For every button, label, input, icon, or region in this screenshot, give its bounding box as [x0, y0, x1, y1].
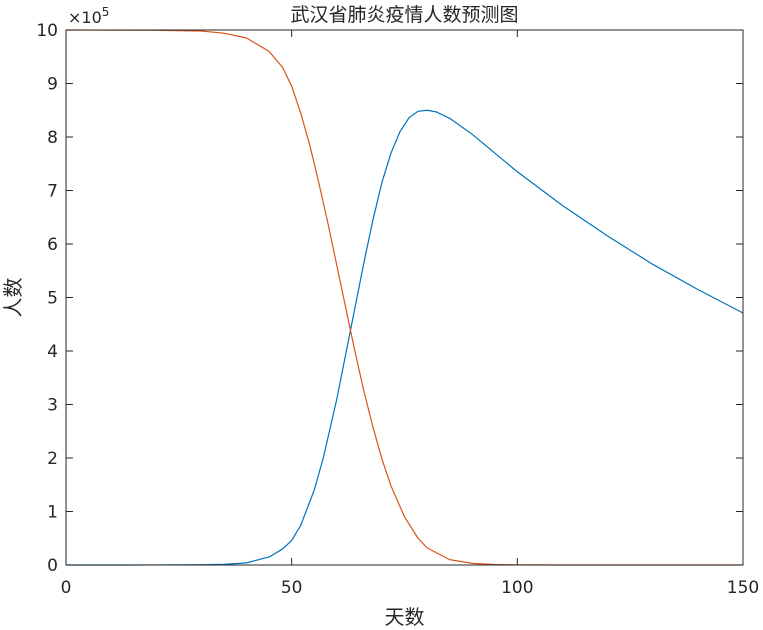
y-tick-label: 8: [47, 128, 58, 148]
x-axis-label: 天数: [385, 605, 425, 629]
y-tick-label: 0: [47, 556, 58, 576]
y-axis-multiplier-base: ×10: [68, 8, 102, 27]
y-tick-label: 3: [47, 396, 58, 416]
y-tick-label: 1: [47, 503, 58, 523]
x-tick-label: 100: [501, 578, 533, 598]
y-axis-multiplier: ×105: [68, 5, 109, 27]
y-tick-label: 7: [47, 182, 58, 202]
y-tick-label: 4: [47, 342, 58, 362]
y-tick-label: 9: [47, 75, 58, 95]
chart-title: 武汉省肺炎疫情人数预测图: [290, 4, 518, 26]
x-tick-label: 0: [61, 578, 72, 598]
ticks-layer: 0 50 100 150 0 1 2 3 4 5 6 7 8 9 10: [36, 21, 759, 598]
y-tick-label: 10: [36, 21, 58, 41]
y-tick-label: 5: [47, 289, 58, 309]
y-axis-label: 人数: [1, 278, 25, 318]
y-tick-label: 6: [47, 235, 58, 255]
x-tick-label: 150: [727, 578, 759, 598]
x-tick-label: 50: [281, 578, 303, 598]
y-tick-label: 2: [47, 449, 58, 469]
series-line-1: [65, 109, 744, 566]
y-axis-multiplier-exponent: 5: [102, 5, 110, 19]
